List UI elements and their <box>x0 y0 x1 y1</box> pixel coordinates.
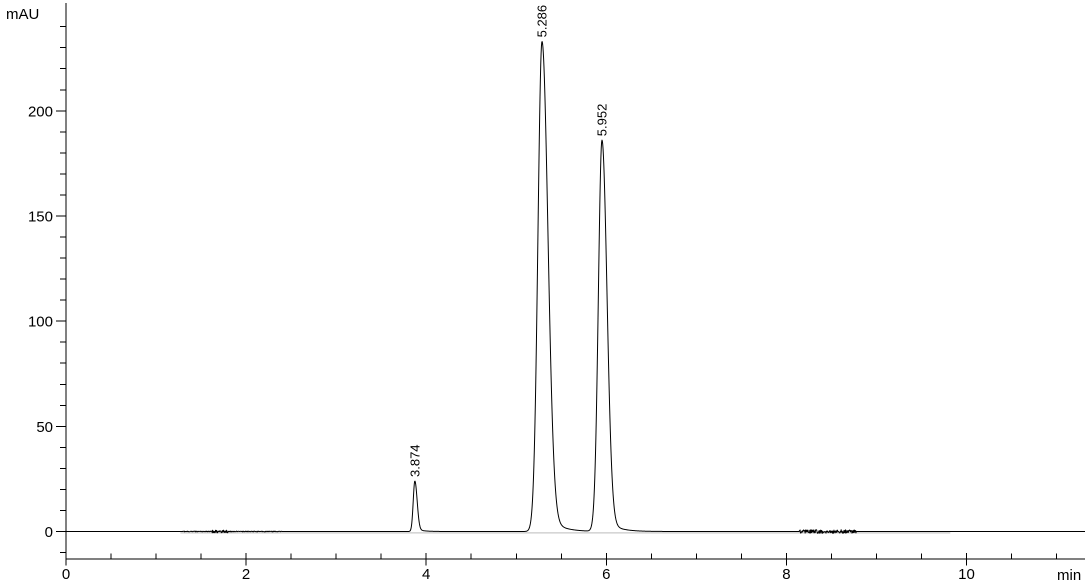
x-tick-label: 4 <box>422 566 430 583</box>
peak-labels: 3.874 5.286 5.952 <box>407 5 609 477</box>
y-axis-ticks <box>56 26 66 554</box>
y-tick-labels: 0 50 100 150 200 <box>28 103 53 541</box>
x-tick-label: 10 <box>958 566 975 583</box>
signal-path <box>65 41 1085 534</box>
x-tick-label: 6 <box>602 566 610 583</box>
x-tick-label: 2 <box>242 566 250 583</box>
y-tick-label: 50 <box>36 419 53 436</box>
x-tick-label: 8 <box>782 566 790 583</box>
x-axis-ticks <box>65 553 1058 566</box>
y-tick-label: 100 <box>28 314 53 331</box>
axes <box>65 3 1085 560</box>
x-tick-label: 0 <box>62 566 70 583</box>
peak-label: 5.286 <box>535 5 550 38</box>
peak-label: 5.952 <box>595 104 610 137</box>
y-axis-unit-label: mAU <box>6 6 40 23</box>
x-tick-labels: 0 2 4 6 8 10 <box>62 566 975 583</box>
y-tick-label: 200 <box>28 103 53 120</box>
peak-label: 3.874 <box>407 444 422 477</box>
y-tick-label: 150 <box>28 208 53 225</box>
x-axis-unit-label: min <box>1057 567 1082 584</box>
signal-trace <box>65 41 1085 534</box>
y-tick-label: 0 <box>45 524 53 541</box>
